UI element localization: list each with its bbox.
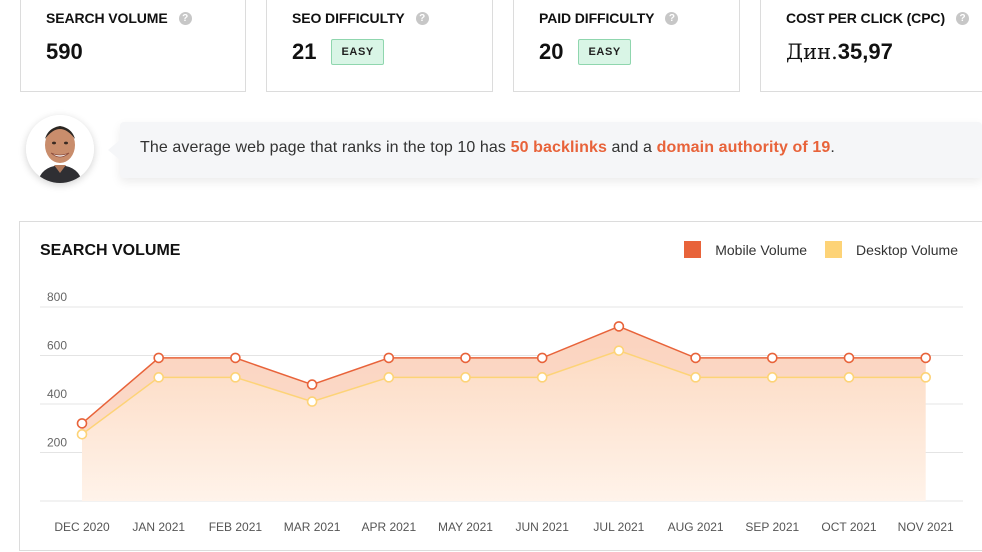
currency-prefix: Дин. — [786, 40, 838, 64]
search-volume-chart-panel: SEARCH VOLUME Mobile Volume Desktop Volu… — [19, 221, 982, 551]
stat-value: 21 — [292, 39, 317, 64]
search-volume-card: SEARCH VOLUME? 590 — [20, 0, 246, 92]
stat-value: 35,97 — [837, 39, 893, 64]
legend-swatch-desktop — [825, 241, 843, 258]
desktop-volume-point — [690, 372, 701, 383]
mobile-volume-point — [766, 352, 778, 364]
legend-swatch-mobile — [684, 241, 702, 258]
desktop-volume-point — [306, 396, 318, 407]
tip-middle: and a — [606, 139, 657, 156]
mobile-volume-point — [920, 352, 932, 364]
x-tick-label: FEB 2021 — [209, 520, 263, 534]
desktop-volume-point — [76, 429, 88, 440]
mobile-volume-point — [690, 352, 701, 364]
desktop-volume-point — [460, 372, 471, 383]
legend-label-mobile: Mobile Volume — [715, 241, 808, 258]
help-icon[interactable]: ? — [665, 11, 679, 25]
desktop-volume-point — [383, 372, 395, 383]
y-tick-label: 600 — [47, 339, 67, 353]
chart-legend: Mobile Volume Desktop Volume — [666, 241, 958, 258]
help-icon[interactable]: ? — [178, 11, 192, 25]
mobile-volume-point — [383, 352, 395, 364]
desktop-volume-point — [920, 372, 932, 383]
x-tick-label: AUG 2021 — [668, 520, 724, 534]
backlinks-highlight: 50 backlinks — [510, 139, 607, 156]
x-tick-label: MAR 2021 — [284, 520, 341, 534]
y-tick-label: 400 — [47, 387, 67, 401]
mobile-volume-point — [843, 352, 855, 364]
x-tick-label: JAN 2021 — [132, 520, 185, 534]
mobile-volume-point — [306, 379, 318, 390]
paid-difficulty-card: PAID DIFFICULTY? 20 EASY — [513, 0, 740, 92]
x-tick-label: JUN 2021 — [516, 520, 570, 534]
desktop-volume-point — [536, 372, 548, 383]
x-tick-label: OCT 2021 — [821, 520, 876, 534]
tip-row: The average web page that ranks in the t… — [0, 112, 982, 184]
x-tick-label: NOV 2021 — [898, 520, 954, 534]
tip-text: The average web page that ranks in the t… — [140, 139, 835, 157]
tip-bubble: The average web page that ranks in the t… — [108, 122, 982, 178]
tip-prefix: The average web page that ranks in the t… — [140, 139, 511, 156]
desktop-volume-point — [843, 372, 855, 383]
desktop-volume-point — [153, 372, 164, 383]
search-volume-chart: 200 400 600 800 DEC 2020 JAN 2021 FEB 2021 MAR … — [40, 290, 963, 534]
avatar — [26, 115, 94, 183]
difficulty-badge: EASY — [578, 39, 631, 65]
desktop-volume-point — [230, 372, 241, 383]
legend-item-desktop[interactable]: Desktop Volume — [825, 241, 958, 258]
mobile-volume-point — [230, 352, 241, 364]
x-tick-label: JUL 2021 — [593, 520, 644, 534]
domain-authority-highlight: domain authority of 19 — [656, 139, 831, 156]
cpc-card: COST PER CLICK (CPC)? Дин. 35,97 — [760, 0, 982, 92]
mobile-area — [82, 326, 926, 501]
avatar-portrait-icon — [26, 115, 94, 183]
seo-difficulty-card: SEO DIFFICULTY? 21 EASY — [266, 0, 493, 92]
stat-title: SEARCH VOLUME — [46, 10, 168, 26]
stat-value: 20 — [539, 39, 564, 64]
legend-label-desktop: Desktop Volume — [856, 241, 958, 258]
y-tick-label: 800 — [47, 290, 67, 304]
mobile-volume-point — [153, 352, 164, 364]
difficulty-badge: EASY — [331, 39, 384, 65]
stat-value: 590 — [46, 39, 83, 64]
legend-item-mobile[interactable]: Mobile Volume — [684, 241, 807, 258]
tip-suffix: . — [830, 139, 835, 156]
help-icon[interactable]: ? — [956, 11, 970, 25]
mobile-volume-point — [460, 352, 471, 364]
stat-title: COST PER CLICK (CPC) — [786, 10, 946, 26]
x-tick-label: SEP 2021 — [745, 520, 799, 534]
x-tick-label: APR 2021 — [361, 520, 416, 534]
help-icon[interactable]: ? — [415, 11, 429, 25]
desktop-volume-point — [766, 372, 778, 383]
x-tick-label: MAY 2021 — [438, 520, 493, 534]
mobile-volume-point — [536, 352, 548, 364]
mobile-volume-point — [76, 418, 88, 429]
stat-title: SEO DIFFICULTY — [292, 10, 405, 26]
desktop-volume-point — [613, 345, 625, 356]
x-tick-label: DEC 2020 — [54, 520, 110, 534]
mobile-volume-line — [81, 325, 926, 424]
mobile-desktop-band — [82, 326, 926, 435]
y-tick-label: 200 — [47, 436, 67, 450]
mobile-volume-point — [613, 321, 625, 332]
chart-title: SEARCH VOLUME — [40, 242, 181, 259]
stat-title: PAID DIFFICULTY — [539, 10, 655, 26]
desktop-volume-line — [81, 349, 926, 435]
